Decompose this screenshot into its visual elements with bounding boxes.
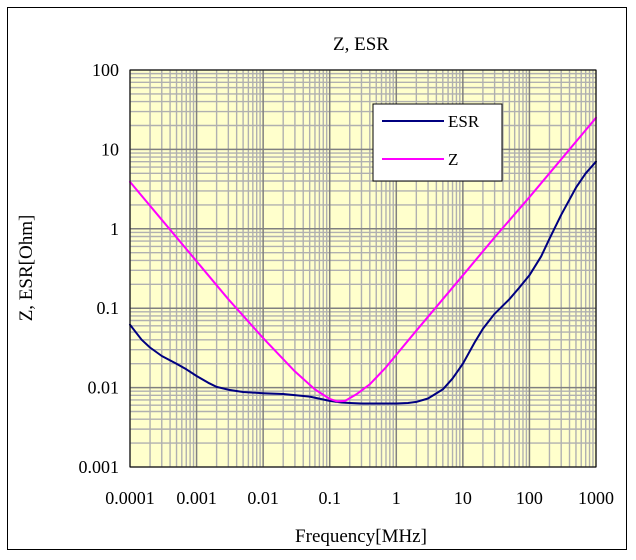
x-axis-label: Frequency[MHz] (295, 526, 427, 547)
y-axis-label: Z, ESR[Ohm] (16, 215, 37, 322)
chart-title: Z, ESR (333, 34, 389, 55)
plot-area (130, 70, 596, 467)
y-tick-label: 0.01 (88, 378, 120, 398)
legend-label-esr: ESR (448, 112, 480, 131)
x-tick-labels: 0.0001 0.001 0.01 0.1 1 10 100 1000 (105, 488, 614, 508)
series-line-esr (129, 160, 597, 405)
y-tick-labels: 0.001 0.01 0.1 1 10 100 (79, 60, 120, 477)
y-tick-label: 0.001 (79, 457, 120, 477)
y-tick-label: 0.1 (97, 298, 120, 318)
x-tick-label: 10 (454, 488, 472, 508)
y-tick-label: 10 (101, 139, 119, 159)
plot-border (129, 69, 597, 468)
y-tick-label: 100 (92, 60, 119, 80)
legend: ESR Z (372, 103, 503, 182)
x-tick-label: 0.001 (176, 488, 217, 508)
x-tick-label: 100 (516, 488, 543, 508)
legend-label-z: Z (448, 150, 458, 169)
grid-minor (130, 70, 596, 467)
y-tick-label: 1 (110, 219, 119, 239)
x-tick-label: 1000 (578, 488, 614, 508)
x-tick-label: 1 (392, 488, 401, 508)
series-line-z (129, 116, 597, 403)
legend-box (372, 103, 503, 182)
x-tick-label: 0.01 (247, 488, 279, 508)
x-tick-label: 0.0001 (105, 488, 155, 508)
series-layer (129, 116, 597, 405)
x-tick-label: 0.1 (318, 488, 341, 508)
